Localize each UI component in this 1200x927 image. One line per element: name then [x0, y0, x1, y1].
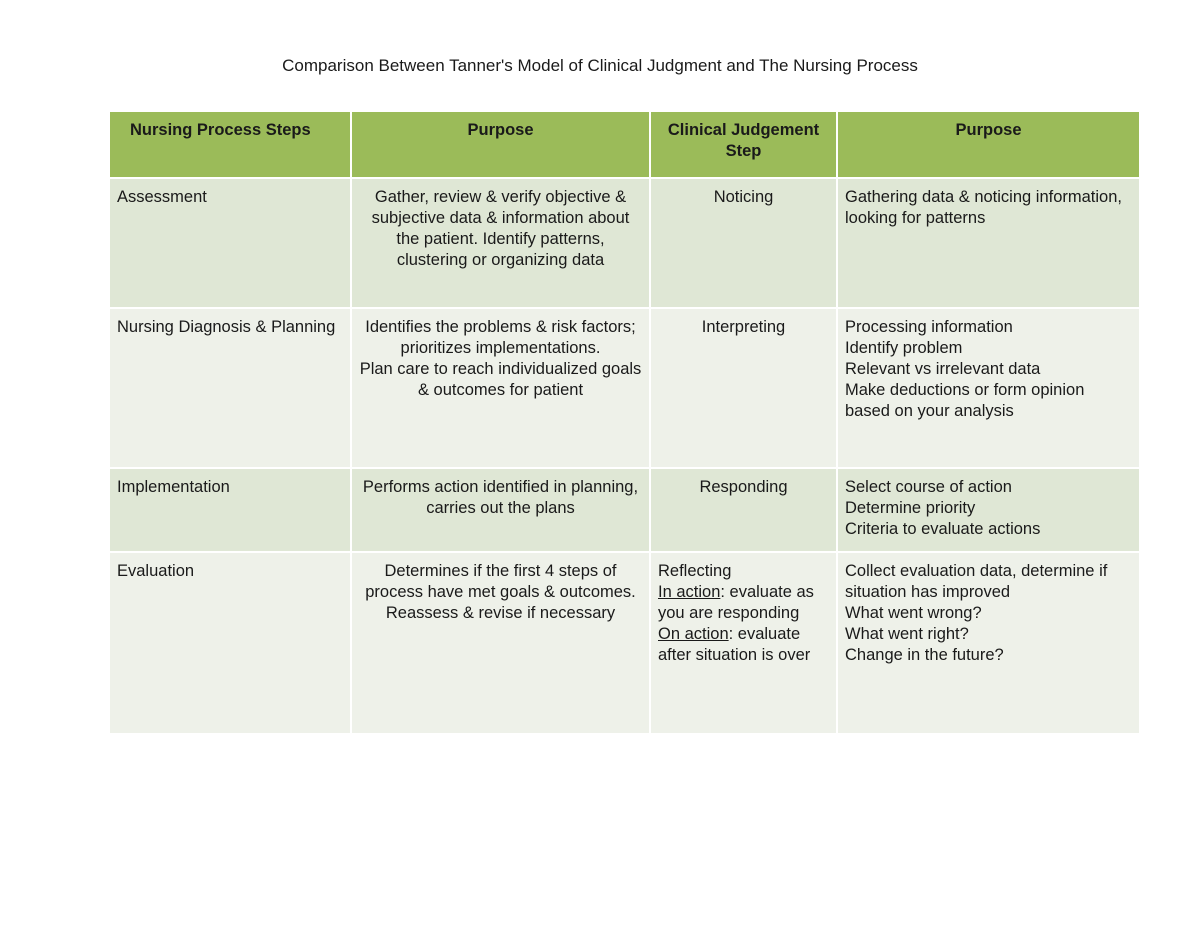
cell-line: Performs action identified in planning, …	[362, 478, 639, 517]
term-description: : evaluate after situation is over	[658, 625, 811, 664]
cell-line: Reflecting	[658, 562, 732, 580]
table-cell: Gathering data & noticing information, l…	[836, 177, 1141, 309]
cell-line: What went wrong?	[845, 604, 982, 622]
cell-line: Assessment	[117, 188, 207, 206]
cell-line: Nursing Diagnosis & Planning	[117, 318, 336, 336]
cell-line: Gathering data & noticing information, l…	[845, 188, 1122, 227]
cell-line: Noticing	[713, 188, 774, 206]
table-cell: Evaluation	[108, 551, 352, 735]
table-cell: Processing information Identify problem Re…	[836, 307, 1141, 469]
cell-line: In action: evaluate as you are respondin…	[658, 582, 829, 624]
table-cell: Responding	[649, 467, 838, 553]
column-header: Purpose	[350, 110, 651, 179]
cell-line: Criteria to evaluate actions	[845, 520, 1041, 538]
table-cell: Collect evaluation data, determine if si…	[836, 551, 1141, 735]
table-row: Evaluation Determines if the first 4 step…	[108, 551, 1141, 735]
cell-line: Relevant vs irrelevant data	[845, 360, 1041, 378]
table-row: Assessment Gather, review & verify object…	[108, 177, 1141, 309]
table-row: Implementation Performs action identified…	[108, 467, 1141, 553]
column-header: Purpose	[836, 110, 1141, 179]
column-header: Nursing Process Steps	[108, 110, 352, 179]
cell-line: Determine priority	[845, 499, 976, 517]
cell-line: Determines if the first 4 steps of proce…	[365, 562, 636, 622]
cell-line: Evaluation	[117, 562, 195, 580]
cell-line: Make deductions or form opinion based on…	[845, 381, 1085, 420]
table-cell: Performs action identified in planning, …	[350, 467, 651, 553]
cell-line: What went right?	[845, 625, 969, 643]
document-title: Comparison Between Tanner's Model of Cli…	[282, 56, 918, 75]
cell-line: Gather, review & verify objective & subj…	[371, 188, 630, 269]
cell-line: Plan care to reach individualized goals …	[359, 360, 642, 399]
table-body: Assessment Gather, review & verify object…	[108, 177, 1141, 735]
table-cell: Assessment	[108, 177, 352, 309]
cell-line: Processing information	[845, 318, 1013, 336]
table-cell: Select course of action Determine priorit…	[836, 467, 1141, 553]
column-header: Clinical Judgement Step	[649, 110, 838, 179]
table-cell: Noticing	[649, 177, 838, 309]
underlined-term: On action	[658, 625, 729, 643]
cell-line: Change in the future?	[845, 646, 1004, 664]
header-row: Nursing Process Steps Purpose Clinical Jud…	[108, 110, 1141, 179]
comparison-table: Nursing Process Steps Purpose Clinical Jud…	[108, 110, 1141, 735]
table-row: Nursing Diagnosis & Planning Identifies t…	[108, 307, 1141, 469]
cell-line: Select course of action	[845, 478, 1012, 496]
table-cell: Identifies the problems & risk factors; …	[350, 307, 651, 469]
table-cell: Nursing Diagnosis & Planning	[108, 307, 352, 469]
term-description: : evaluate as you are responding	[658, 583, 814, 622]
cell-line: Identifies the problems & risk factors; …	[365, 318, 636, 357]
cell-line: On action: evaluate after situation is o…	[658, 624, 829, 666]
cell-line: Identify problem	[845, 339, 963, 357]
underlined-term: In action	[658, 583, 721, 601]
table-cell: Reflecting In action: evaluate as you are…	[649, 551, 838, 735]
table-cell: Interpreting	[649, 307, 838, 469]
cell-line: Collect evaluation data, determine if si…	[845, 562, 1108, 601]
cell-line: Responding	[699, 478, 788, 496]
cell-line: Interpreting	[701, 318, 786, 336]
table-cell: Determines if the first 4 steps of proce…	[350, 551, 651, 735]
cell-line: Implementation	[117, 478, 230, 496]
table-cell: Gather, review & verify objective & subj…	[350, 177, 651, 309]
table-cell: Implementation	[108, 467, 352, 553]
